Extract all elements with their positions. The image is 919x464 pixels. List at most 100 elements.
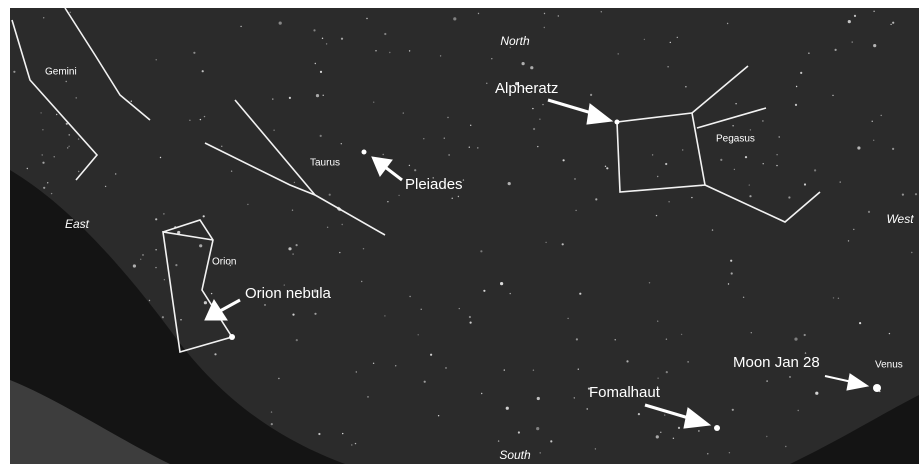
star	[296, 244, 298, 246]
star	[356, 371, 357, 372]
star	[469, 147, 470, 148]
star	[42, 129, 43, 130]
star	[606, 167, 608, 169]
star	[766, 380, 767, 381]
star	[42, 162, 44, 164]
star	[794, 338, 797, 341]
star	[533, 370, 534, 371]
star	[366, 18, 367, 19]
label-taurus: Taurus	[310, 158, 340, 169]
star	[537, 397, 540, 400]
star	[288, 247, 291, 250]
star	[180, 319, 181, 320]
label-orion: Orion	[212, 257, 236, 268]
label-moon: Moon Jan 28	[733, 354, 820, 371]
star	[889, 333, 890, 334]
star	[788, 196, 790, 198]
star	[247, 204, 248, 205]
star	[601, 11, 602, 12]
star	[363, 248, 364, 249]
star	[567, 318, 568, 319]
star	[271, 423, 273, 425]
star	[384, 33, 386, 35]
star	[798, 410, 799, 411]
star	[666, 371, 668, 373]
star	[750, 129, 751, 130]
star	[766, 436, 767, 437]
star	[341, 38, 343, 40]
star	[459, 308, 460, 309]
star	[292, 314, 294, 316]
star	[440, 55, 441, 56]
star	[447, 117, 448, 118]
star	[814, 169, 816, 171]
star	[727, 23, 728, 24]
star	[838, 298, 839, 299]
star	[540, 452, 541, 453]
star	[873, 140, 874, 141]
star	[316, 94, 319, 97]
star	[162, 316, 164, 318]
star	[732, 409, 734, 411]
star	[545, 242, 546, 243]
star	[848, 20, 851, 23]
star	[66, 81, 67, 82]
star	[532, 108, 533, 109]
star	[383, 154, 384, 155]
star	[638, 413, 640, 415]
star	[749, 184, 750, 185]
star	[868, 211, 870, 213]
star	[42, 154, 43, 155]
star	[292, 253, 293, 254]
star	[327, 227, 328, 228]
star	[395, 365, 396, 366]
star	[403, 112, 404, 113]
star	[486, 83, 487, 84]
star	[318, 433, 320, 435]
star	[796, 86, 797, 87]
star	[835, 49, 837, 51]
star	[618, 53, 619, 54]
star	[294, 182, 295, 183]
star	[712, 229, 713, 230]
star	[731, 272, 733, 274]
star	[155, 218, 157, 220]
star	[562, 243, 564, 245]
star	[664, 414, 665, 415]
label-west: West	[886, 212, 914, 226]
star	[595, 448, 596, 449]
star	[763, 163, 764, 164]
star	[665, 163, 667, 165]
star	[685, 86, 686, 87]
star	[221, 146, 222, 147]
star	[902, 194, 904, 196]
label-orion-nebula: Orion nebula	[245, 285, 332, 302]
star	[448, 154, 449, 155]
star	[272, 98, 273, 99]
label-fomalhaut: Fomalhaut	[589, 384, 661, 401]
star	[795, 104, 797, 106]
star	[574, 178, 575, 179]
star	[808, 53, 809, 54]
star	[438, 415, 439, 416]
star	[264, 304, 265, 305]
star	[289, 97, 291, 99]
star	[911, 252, 912, 253]
star	[544, 13, 545, 14]
sky-map: North South East West Gemini Taurus Orio…	[0, 0, 919, 464]
star	[649, 282, 650, 283]
star	[729, 452, 730, 453]
star	[800, 72, 802, 74]
star	[491, 58, 492, 59]
star	[550, 440, 552, 442]
star	[56, 114, 57, 115]
star	[481, 393, 482, 394]
star	[483, 290, 485, 292]
star	[762, 120, 763, 121]
star	[667, 66, 668, 67]
star	[682, 149, 683, 150]
star	[131, 101, 132, 102]
star	[779, 136, 780, 137]
star	[115, 173, 116, 174]
star	[832, 95, 833, 96]
